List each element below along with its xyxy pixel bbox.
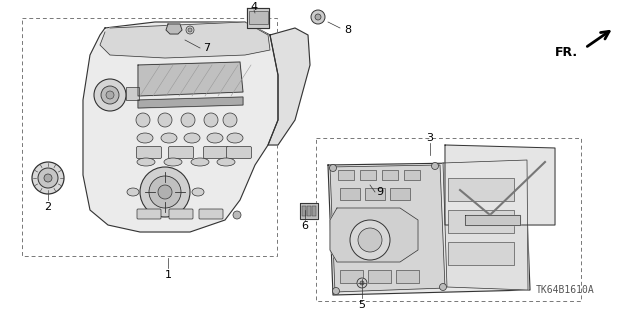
Circle shape (136, 113, 150, 127)
Circle shape (204, 113, 218, 127)
Circle shape (315, 14, 321, 20)
Circle shape (149, 176, 181, 208)
FancyBboxPatch shape (302, 206, 306, 216)
FancyBboxPatch shape (338, 170, 355, 180)
Circle shape (181, 113, 195, 127)
Circle shape (350, 220, 390, 260)
Circle shape (440, 284, 447, 291)
FancyBboxPatch shape (136, 146, 161, 159)
Circle shape (333, 287, 339, 294)
Ellipse shape (137, 158, 155, 166)
FancyBboxPatch shape (340, 188, 360, 200)
Circle shape (360, 281, 364, 285)
Circle shape (358, 228, 382, 252)
FancyBboxPatch shape (204, 146, 228, 159)
Circle shape (32, 162, 64, 194)
Ellipse shape (217, 158, 235, 166)
Polygon shape (83, 22, 278, 232)
Text: 1: 1 (164, 270, 172, 280)
Polygon shape (465, 215, 520, 225)
Circle shape (140, 167, 190, 217)
Circle shape (158, 185, 172, 199)
Text: FR.: FR. (555, 46, 578, 58)
Bar (22, 18, 277, 256)
Circle shape (311, 10, 325, 24)
Circle shape (44, 174, 52, 182)
Polygon shape (247, 8, 269, 28)
FancyBboxPatch shape (137, 209, 161, 219)
FancyBboxPatch shape (168, 146, 193, 159)
Bar (316, 138, 581, 301)
Polygon shape (445, 145, 555, 225)
Circle shape (330, 165, 337, 172)
Text: TK64B1610A: TK64B1610A (536, 285, 595, 295)
Polygon shape (443, 160, 528, 290)
Ellipse shape (164, 158, 182, 166)
FancyBboxPatch shape (339, 270, 362, 283)
Circle shape (186, 26, 194, 34)
Polygon shape (330, 208, 418, 262)
Polygon shape (100, 22, 270, 58)
FancyBboxPatch shape (199, 209, 223, 219)
FancyBboxPatch shape (447, 241, 513, 264)
FancyBboxPatch shape (312, 206, 316, 216)
Ellipse shape (227, 133, 243, 143)
Circle shape (188, 28, 192, 32)
Polygon shape (138, 62, 243, 96)
Text: 3: 3 (426, 133, 433, 143)
Text: 8: 8 (344, 25, 351, 35)
FancyBboxPatch shape (396, 270, 419, 283)
FancyBboxPatch shape (307, 206, 311, 216)
Polygon shape (328, 162, 530, 295)
FancyBboxPatch shape (367, 270, 390, 283)
Text: 2: 2 (44, 202, 52, 212)
Polygon shape (268, 28, 310, 145)
Ellipse shape (137, 133, 153, 143)
Text: 7: 7 (204, 43, 211, 53)
Ellipse shape (161, 133, 177, 143)
FancyBboxPatch shape (447, 210, 513, 233)
Circle shape (38, 168, 58, 188)
Text: 6: 6 (301, 221, 308, 231)
FancyBboxPatch shape (381, 170, 398, 180)
Circle shape (357, 278, 367, 288)
Text: 9: 9 (376, 187, 383, 197)
Text: 4: 4 (250, 2, 257, 12)
Polygon shape (300, 203, 318, 219)
Circle shape (94, 79, 126, 111)
Ellipse shape (184, 133, 200, 143)
Circle shape (106, 91, 114, 99)
Ellipse shape (191, 158, 209, 166)
FancyBboxPatch shape (125, 86, 138, 100)
FancyBboxPatch shape (169, 209, 193, 219)
Circle shape (158, 113, 172, 127)
Ellipse shape (192, 188, 204, 196)
Circle shape (431, 162, 438, 169)
FancyBboxPatch shape (447, 177, 513, 201)
FancyBboxPatch shape (248, 11, 268, 24)
FancyBboxPatch shape (404, 170, 420, 180)
Circle shape (101, 86, 119, 104)
Polygon shape (330, 165, 445, 292)
FancyBboxPatch shape (390, 188, 410, 200)
Text: 5: 5 (358, 300, 365, 310)
FancyBboxPatch shape (360, 170, 376, 180)
Polygon shape (166, 24, 182, 34)
FancyBboxPatch shape (365, 188, 385, 200)
Circle shape (223, 113, 237, 127)
Ellipse shape (127, 188, 139, 196)
Polygon shape (138, 97, 243, 108)
Ellipse shape (207, 133, 223, 143)
Circle shape (233, 211, 241, 219)
FancyBboxPatch shape (227, 146, 252, 159)
